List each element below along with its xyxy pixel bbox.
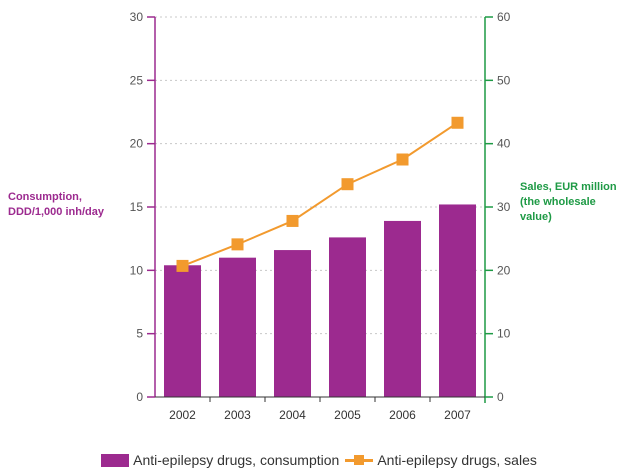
sales-marker bbox=[286, 214, 299, 227]
y-right-tick-label: 20 bbox=[497, 263, 511, 277]
legend-item-consumption: Anti-epilepsy drugs, consumption bbox=[101, 452, 339, 468]
legend-swatch-consumption bbox=[101, 453, 130, 467]
y-right-tick-label: 60 bbox=[497, 10, 511, 24]
y-left-tick-label: 15 bbox=[130, 200, 144, 214]
chart: 0 5 10 15 20 25 30 0 10 20 30 40 50 60 2002 2003 2004 200… bbox=[130, 10, 511, 422]
y-left-tick-label: 20 bbox=[130, 137, 144, 151]
sales-marker bbox=[451, 116, 464, 129]
x-tick-label: 2002 bbox=[169, 408, 196, 422]
y-left-tick-label: 0 bbox=[136, 390, 143, 404]
x-tick-label: 2005 bbox=[334, 408, 361, 422]
bar bbox=[164, 265, 201, 397]
sales-marker bbox=[396, 153, 409, 166]
bar bbox=[274, 250, 311, 397]
y-right-tick-label: 50 bbox=[497, 73, 511, 87]
legend: Anti-epilepsy drugs, consumption Anti-ep… bbox=[0, 451, 638, 469]
y-right-tick-label: 30 bbox=[497, 200, 511, 214]
x-tick-label: 2007 bbox=[444, 408, 471, 422]
y-right-axis-label: Sales, EUR million (the wholesale value) bbox=[520, 181, 617, 223]
legend-label-sales: Anti-epilepsy drugs, sales bbox=[377, 452, 537, 468]
legend-swatch-sales bbox=[345, 454, 374, 467]
sales-marker bbox=[231, 238, 244, 251]
bar bbox=[219, 257, 256, 397]
sales-marker bbox=[176, 259, 189, 272]
x-tick-label: 2006 bbox=[389, 408, 416, 422]
y-right-tick-label: 10 bbox=[497, 327, 511, 341]
legend-item-sales: Anti-epilepsy drugs, sales bbox=[345, 452, 537, 468]
sales-marker bbox=[341, 178, 354, 191]
y-left-tick-label: 5 bbox=[136, 327, 143, 341]
x-tick-label: 2004 bbox=[279, 408, 306, 422]
bar bbox=[439, 204, 476, 397]
y-left-tick-label: 25 bbox=[130, 73, 144, 87]
x-tick-label: 2003 bbox=[224, 408, 251, 422]
bar bbox=[384, 220, 421, 397]
bar bbox=[329, 237, 366, 397]
y-left-tick-label: 30 bbox=[130, 10, 144, 24]
sales-line bbox=[182, 121, 459, 267]
y-left-axis-label: Consumption, DDD/1,000 inh/day bbox=[8, 191, 104, 218]
y-left-tick-label: 10 bbox=[130, 263, 144, 277]
y-right-tick-label: 40 bbox=[497, 137, 511, 151]
y-right-tick-label: 0 bbox=[497, 390, 504, 404]
legend-label-consumption: Anti-epilepsy drugs, consumption bbox=[133, 452, 340, 468]
